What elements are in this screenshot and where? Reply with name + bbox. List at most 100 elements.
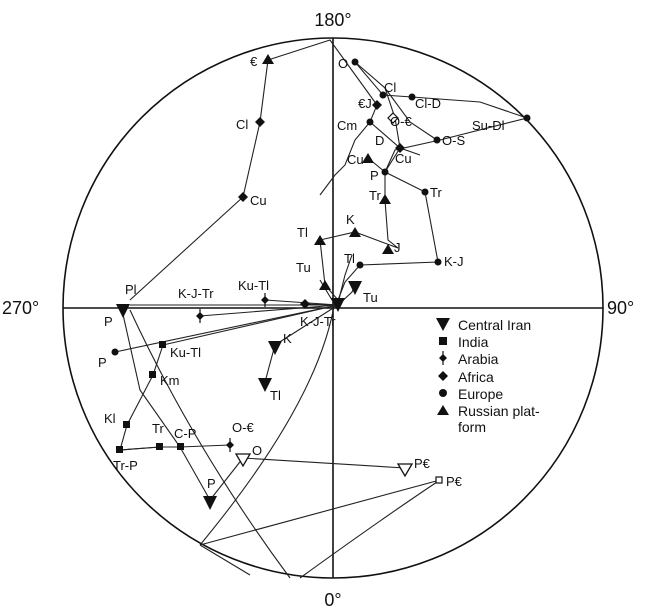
europe-marker xyxy=(434,258,442,266)
point-label: O-S xyxy=(442,133,465,148)
central-iran-marker xyxy=(258,378,272,392)
europe-marker xyxy=(421,188,429,196)
pc-path-2 xyxy=(209,457,244,501)
point-label: Cl-D xyxy=(415,96,441,111)
india-marker xyxy=(116,446,123,453)
russian-platform-marker xyxy=(262,54,274,64)
axis-label-left: 270° xyxy=(2,298,39,318)
axis-label-top: 180° xyxy=(314,10,351,30)
central-lines-6 xyxy=(199,304,339,317)
point-label: € xyxy=(250,54,258,69)
pc-path-1 xyxy=(242,457,406,469)
africa-marker xyxy=(255,117,265,127)
europe-path-2 xyxy=(337,61,439,301)
point-label: P xyxy=(104,314,113,329)
india-marker xyxy=(177,443,184,450)
central-iran-marker xyxy=(348,281,362,295)
europe-path-3 xyxy=(384,87,438,141)
point-label: C-P xyxy=(174,426,196,441)
legend: Central Iran India Arabia Africa Europe … xyxy=(436,317,540,435)
open-square-marker xyxy=(435,476,443,484)
central-iran-marker xyxy=(268,341,282,355)
legend-label: India xyxy=(458,334,489,350)
legend-symbol-diamond xyxy=(438,371,448,381)
point-label: O xyxy=(338,56,348,71)
europe-marker xyxy=(351,58,359,66)
arc-curve-left xyxy=(129,309,291,579)
india-marker xyxy=(149,371,156,378)
point-label: K-J xyxy=(444,254,464,269)
point-label: J xyxy=(394,240,401,255)
arabia-marker xyxy=(261,293,269,307)
point-label: K xyxy=(346,212,355,227)
point-label: P€ xyxy=(446,474,463,489)
arc-curve-inner xyxy=(199,299,336,546)
legend-symbol-triangle-down xyxy=(436,318,450,331)
point-label: Cl xyxy=(384,80,396,95)
point-label: Cu xyxy=(395,151,412,166)
legend-label: Russian plat- xyxy=(458,403,540,419)
point-label: P xyxy=(370,168,379,183)
europe-marker xyxy=(111,348,119,356)
europe-marker xyxy=(523,114,531,122)
point-label: Tl xyxy=(297,225,308,240)
point-label: P€ xyxy=(414,456,431,471)
india-path-2 xyxy=(119,446,161,451)
point-label: €J xyxy=(358,96,372,111)
russian-platform-marker xyxy=(382,244,394,254)
central-lines-7 xyxy=(114,304,339,353)
europe-marker xyxy=(356,261,364,269)
point-label: Km xyxy=(160,373,180,388)
central-iran-marker xyxy=(331,298,345,312)
russian-platform-marker xyxy=(314,235,326,245)
point-label: Ku-Tl xyxy=(238,278,269,293)
point-label: Tr xyxy=(152,421,164,436)
india-marker xyxy=(123,421,130,428)
legend-symbol-triangle-up xyxy=(437,405,449,415)
central-iran-marker xyxy=(116,304,130,318)
open-diamond-marker xyxy=(387,112,399,124)
legend-label: Africa xyxy=(458,369,494,385)
arc-curve-inner-2 xyxy=(199,544,251,576)
point-label: Cl xyxy=(236,117,248,132)
russian-platform-marker xyxy=(379,194,391,204)
africa-path-west xyxy=(129,59,269,301)
europe-marker xyxy=(408,93,416,101)
open-triangle-marker xyxy=(234,453,252,468)
africa-marker xyxy=(300,299,310,309)
point-label: Tl xyxy=(344,251,355,266)
legend-label: Europe xyxy=(458,386,503,402)
point-label: Tl xyxy=(270,388,281,403)
arc-curve-right xyxy=(299,479,441,579)
europe-marker xyxy=(366,118,374,126)
point-label: Cu xyxy=(347,152,364,167)
point-label: Su-Dl xyxy=(472,118,505,133)
axis-label-bottom: 0° xyxy=(324,590,341,610)
open-triangle-marker xyxy=(396,463,414,478)
point-label: Tr xyxy=(430,185,442,200)
point-label: O-€ xyxy=(232,420,254,435)
point-label: K-J-Tr xyxy=(300,314,336,329)
central-iran-marker xyxy=(203,496,217,510)
arabia-marker xyxy=(196,309,204,323)
point-label: Tr xyxy=(369,188,381,203)
russian-platform-marker xyxy=(362,153,374,163)
pc-path-3 xyxy=(199,479,441,546)
point-label: Tu xyxy=(363,290,378,305)
point-label: O xyxy=(252,443,262,458)
point-label: O-€ xyxy=(390,114,412,129)
russian-platform-marker xyxy=(319,280,331,290)
central-iran-path-2 xyxy=(121,309,211,501)
legend-symbol-circle xyxy=(439,389,447,397)
russian-platform-path xyxy=(319,172,399,301)
central-lines-8 xyxy=(162,304,339,346)
europe-marker xyxy=(379,91,387,99)
russian-platform-marker xyxy=(349,227,361,237)
legend-label: Arabia xyxy=(458,351,499,367)
africa-path xyxy=(267,39,378,196)
point-label: Ku-Tl xyxy=(170,345,201,360)
point-label: Tu xyxy=(296,260,311,275)
africa-marker xyxy=(395,143,405,153)
europe-marker xyxy=(381,168,389,176)
